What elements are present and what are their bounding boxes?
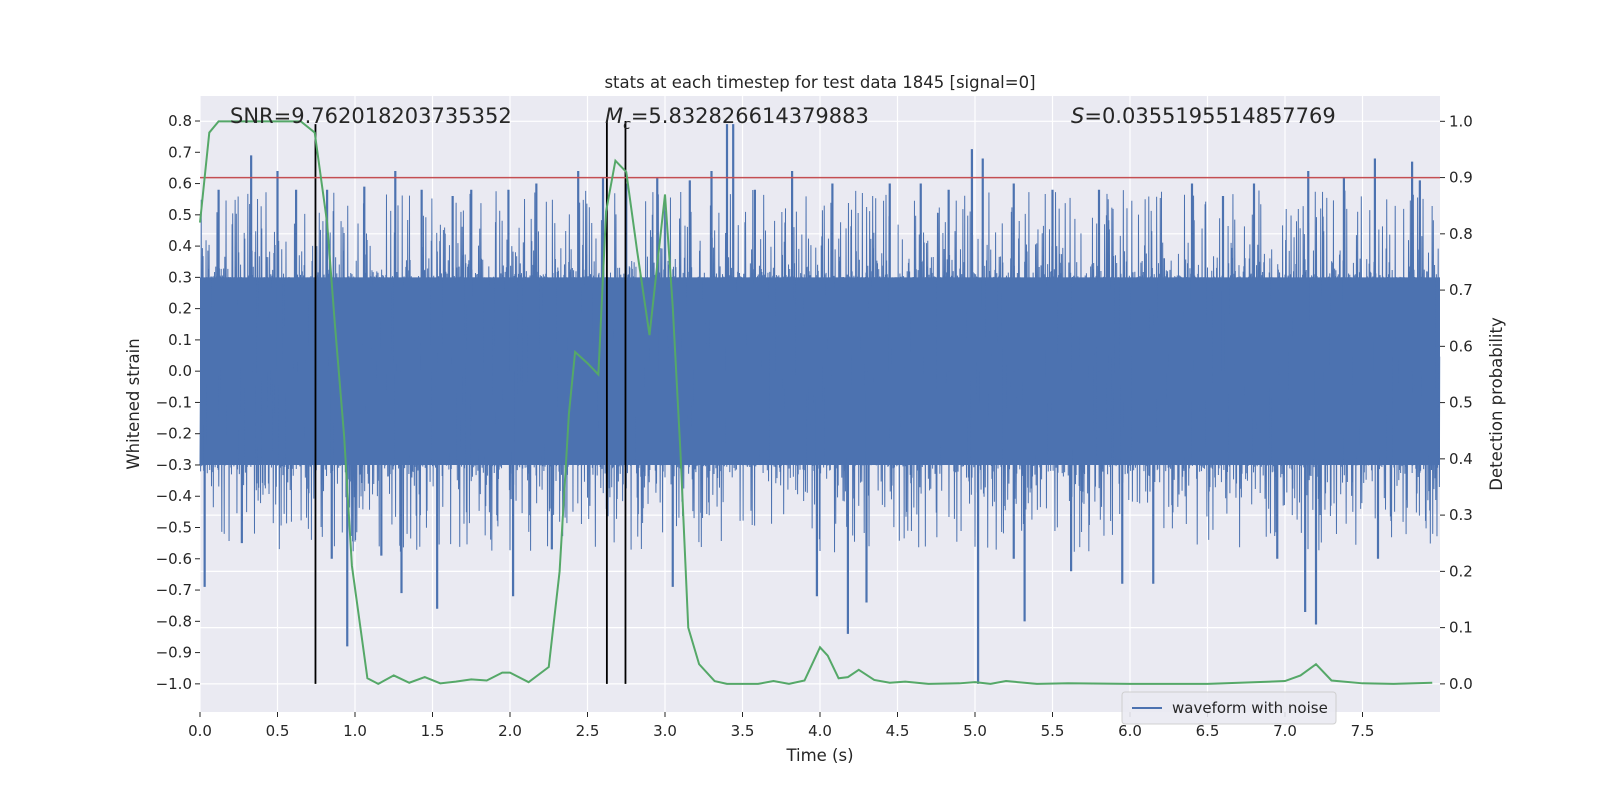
right-y-tick-label-1: 0.9 <box>1449 169 1473 187</box>
x-tick-label-4: 2.0 <box>498 722 522 740</box>
left-y-tick-label-14: −0.6 <box>156 550 192 568</box>
left-y-axis-label: Whitened strain <box>124 338 143 469</box>
x-tick-label-5: 2.5 <box>576 722 600 740</box>
chirp-mass-value: =5.832826614379883 <box>631 104 869 128</box>
right-y-tick-label-9: 0.1 <box>1449 619 1473 637</box>
right-y-tick-label-4: 0.6 <box>1449 337 1473 355</box>
left-y-tick-label-18: −1.0 <box>156 675 192 693</box>
left-y-tick-label-7: 0.1 <box>168 331 192 349</box>
s-annotation: S=0.0355195514857769 <box>1071 104 1336 128</box>
x-tick-label-8: 4.0 <box>808 722 832 740</box>
left-y-tick-label-16: −0.8 <box>156 612 192 630</box>
left-y-tick-label-9: −0.1 <box>156 393 192 411</box>
chart-title: stats at each timestep for test data 184… <box>604 73 1035 92</box>
probability-series <box>199 120 1433 686</box>
x-tick-label-6: 3.0 <box>653 722 677 740</box>
left-y-tick-label-12: −0.4 <box>156 487 192 505</box>
legend-box <box>1121 691 1337 725</box>
x-axis-label: Time (s) <box>785 746 853 765</box>
left-y-axis-ticks: 0.8 0.7 0.6 0.5 0.4 0.3 0.2 0.1 0.0 −0.1 −0.2 −0.3 −… <box>156 112 200 693</box>
x-tick-label-2: 1.0 <box>343 722 367 740</box>
chirp-mass-subscript: c <box>623 117 631 133</box>
left-y-tick-label-5: 0.3 <box>168 268 192 286</box>
x-tick-label-9: 4.5 <box>886 722 910 740</box>
right-y-tick-label-6: 0.4 <box>1449 450 1473 468</box>
left-y-tick-label-4: 0.4 <box>168 237 192 255</box>
right-y-axis-label: Detection probability <box>1487 317 1506 491</box>
legend: waveform with noise <box>1121 691 1337 725</box>
waveform-peaks <box>203 124 1421 684</box>
right-y-tick-label-5: 0.5 <box>1449 394 1473 412</box>
left-y-tick-label-17: −0.9 <box>156 644 192 662</box>
snr-annotation: SNR=9.762018203735352 <box>230 104 512 128</box>
right-y-tick-label-2: 0.8 <box>1449 225 1473 243</box>
x-tick-label-12: 6.0 <box>1118 722 1142 740</box>
right-y-tick-label-8: 0.2 <box>1449 562 1473 580</box>
left-y-tick-label-13: −0.5 <box>156 519 192 537</box>
x-tick-label-11: 5.5 <box>1041 722 1065 740</box>
x-tick-label-7: 3.5 <box>731 722 755 740</box>
x-tick-label-13: 6.5 <box>1196 722 1220 740</box>
chirp-mass-annotation: Mc=5.832826614379883 <box>605 104 869 133</box>
right-y-axis-ticks: 1.0 0.9 0.8 0.7 0.6 0.5 0.4 0.3 0.2 0.1 0.0 <box>1440 112 1473 693</box>
legend-label: waveform with noise <box>1172 699 1328 717</box>
left-y-tick-label-8: 0.0 <box>168 362 192 380</box>
right-y-tick-label-3: 0.7 <box>1449 281 1473 299</box>
x-tick-label-1: 0.5 <box>266 722 290 740</box>
x-tick-label-0: 0.0 <box>188 722 212 740</box>
left-y-tick-label-2: 0.6 <box>168 175 192 193</box>
x-tick-label-3: 1.5 <box>421 722 445 740</box>
waveform-series <box>199 189 1441 553</box>
left-y-tick-label-0: 0.8 <box>168 112 192 130</box>
left-y-tick-label-3: 0.5 <box>168 206 192 224</box>
left-y-tick-label-11: −0.3 <box>156 456 192 474</box>
right-y-tick-label-7: 0.3 <box>1449 506 1473 524</box>
right-y-tick-label-10: 0.0 <box>1449 675 1473 693</box>
left-y-tick-label-6: 0.2 <box>168 300 192 318</box>
left-y-tick-label-10: −0.2 <box>156 425 192 443</box>
left-y-tick-label-1: 0.7 <box>168 143 192 161</box>
x-tick-label-14: 7.0 <box>1273 722 1297 740</box>
s-symbol: S <box>1071 104 1084 128</box>
right-y-tick-label-0: 1.0 <box>1449 112 1473 130</box>
x-tick-label-10: 5.0 <box>963 722 987 740</box>
x-tick-label-15: 7.5 <box>1351 722 1375 740</box>
chirp-mass-symbol: M <box>605 104 623 128</box>
s-value: =0.0355195514857769 <box>1084 104 1335 128</box>
left-y-tick-label-15: −0.7 <box>156 581 192 599</box>
